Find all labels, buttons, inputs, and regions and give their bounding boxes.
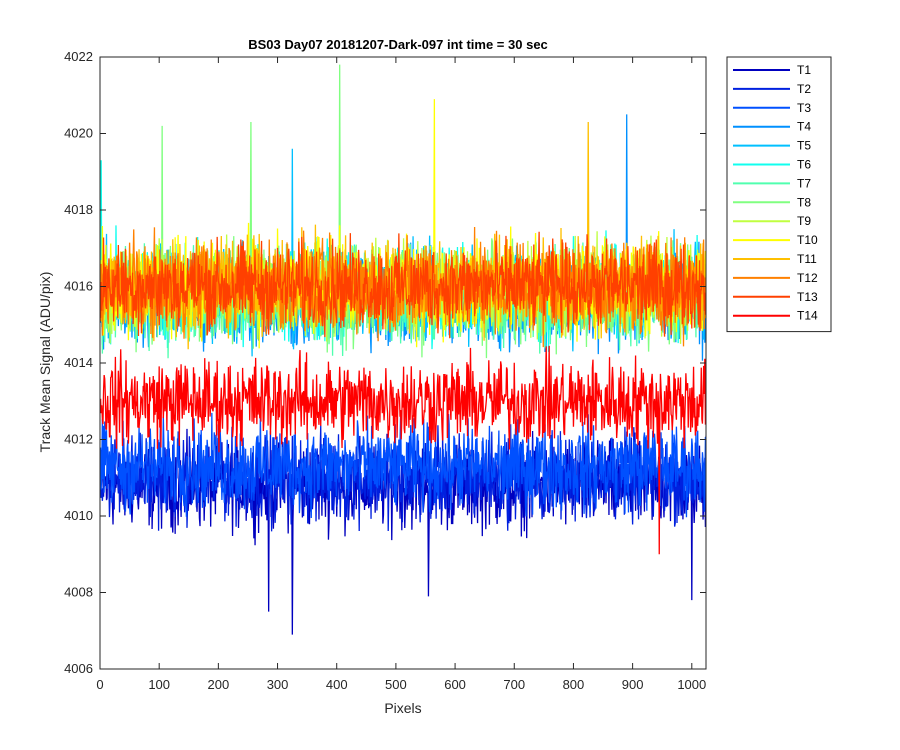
legend-label-t8: T8 — [797, 195, 811, 209]
legend-label-t5: T5 — [797, 139, 811, 153]
plot-area — [100, 64, 706, 635]
x-tick-label: 400 — [326, 677, 348, 692]
x-tick-label: 1000 — [677, 677, 706, 692]
chart-title: BS03 Day07 20181207-Dark-097 int time = … — [248, 37, 548, 52]
x-axis-label: Pixels — [384, 700, 421, 716]
legend-label-t1: T1 — [797, 63, 811, 77]
x-tick-label: 0 — [96, 677, 103, 692]
legend-label-t4: T4 — [797, 120, 811, 134]
x-tick-label: 100 — [148, 677, 170, 692]
y-tick-label: 4010 — [64, 508, 93, 523]
legend-label-t13: T13 — [797, 290, 818, 304]
x-tick-label: 800 — [563, 677, 585, 692]
x-tick-label: 300 — [267, 677, 289, 692]
series-line-t13 — [100, 231, 706, 339]
x-tick-label: 900 — [622, 677, 644, 692]
y-tick-label: 4018 — [64, 202, 93, 217]
legend-label-t10: T10 — [797, 233, 818, 247]
legend-label-t12: T12 — [797, 271, 818, 285]
y-tick-label: 4012 — [64, 432, 93, 447]
series-line-t12 — [100, 226, 706, 348]
y-axis-label: Track Mean Signal (ADU/pix) — [37, 272, 53, 453]
y-tick-label: 4008 — [64, 585, 93, 600]
legend-label-t9: T9 — [797, 214, 811, 228]
x-tick-label: 600 — [444, 677, 466, 692]
y-tick-label: 4016 — [64, 279, 93, 294]
legend-box — [726, 56, 832, 333]
legend-label-t14: T14 — [797, 309, 818, 323]
series-line-t3 — [100, 411, 706, 518]
legend-label-t7: T7 — [797, 176, 811, 190]
legend-label-t2: T2 — [797, 82, 811, 96]
y-tick-label: 4022 — [64, 49, 93, 64]
axes: 0 100 200 300 400 500 600 700 800 900 1000 4006 4008… — [64, 49, 707, 692]
y-tick-label: 4014 — [64, 355, 93, 370]
series-line-t14 — [100, 345, 706, 555]
legend-label-t6: T6 — [797, 158, 811, 172]
legend: T1 T2 T3 T4 T5 T6 T7 T8 T9 T10 T11 T12 T13 T14 — [726, 56, 832, 333]
x-tick-label: 500 — [385, 677, 407, 692]
y-tick-label: 4020 — [64, 126, 93, 141]
y-tick-label: 4006 — [64, 661, 93, 676]
x-tick-label: 200 — [208, 677, 230, 692]
legend-label-t3: T3 — [797, 101, 811, 115]
legend-label-t11: T11 — [797, 252, 817, 266]
x-tick-label: 700 — [503, 677, 525, 692]
